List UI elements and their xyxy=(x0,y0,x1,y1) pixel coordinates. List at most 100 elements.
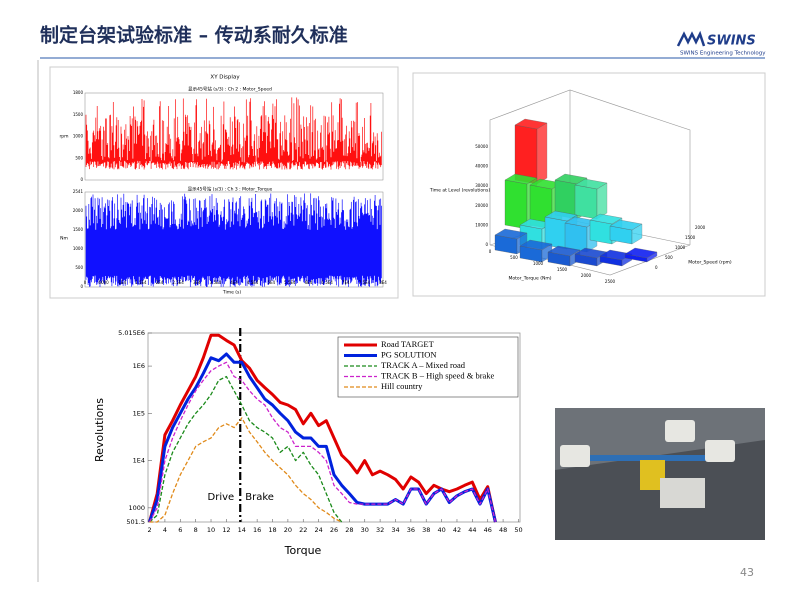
x-tick-label: 8 xyxy=(194,526,198,534)
x-axis-label: Torque xyxy=(284,544,322,557)
y-tick-label: 1500 xyxy=(73,112,84,117)
photo-part xyxy=(660,478,705,508)
slide-title: 制定台架试验标准 – 传动系耐久标准 xyxy=(40,24,348,47)
x-tick-label: 6 xyxy=(178,526,182,534)
y-tick-label: 500 xyxy=(665,255,673,260)
x-tick-label: 500 xyxy=(510,255,518,260)
y-tick-label: 1E4 xyxy=(133,457,145,465)
x-tick-label: 4 xyxy=(163,526,167,534)
y-tick-label: 1E6 xyxy=(133,362,145,370)
photo-part xyxy=(665,420,695,442)
photo-part xyxy=(705,440,735,462)
x-tick-label: 10 xyxy=(207,526,215,534)
x-tick-label: 2500 xyxy=(605,279,616,284)
series-line xyxy=(148,333,497,523)
histogram-3d-screenshot: Time at Level (revolutions) Motor_Torque… xyxy=(412,72,766,297)
x-tick-label: 24 xyxy=(314,526,322,534)
series-line xyxy=(149,375,343,523)
x-tick-label: 2E4 xyxy=(156,280,164,285)
y-label: rpm xyxy=(59,134,68,140)
x-tick-label: 1500 xyxy=(557,267,568,272)
x-tick-label: 0 xyxy=(84,280,87,285)
bar-front xyxy=(589,219,613,245)
x-tick-label: 6E4 xyxy=(305,280,313,285)
legend-label: TRACK B – High speed & brake xyxy=(381,370,495,380)
test-rig-photo xyxy=(555,408,765,540)
x-tick-label: 4E4 xyxy=(230,280,238,285)
y-label: Nm xyxy=(60,236,68,242)
x-tick-label: 1.5E4 xyxy=(135,280,147,285)
x-label: Time (s) xyxy=(222,290,242,296)
x-tick-label: 7E4 xyxy=(342,280,350,285)
x-tick-label: 5E4 xyxy=(267,280,275,285)
z-tick-label: 10000 xyxy=(475,222,488,227)
y-tick-label: 5.015E6 xyxy=(118,329,145,337)
screenshot-title: XY Display xyxy=(210,75,240,81)
x-tick-label: 2.5E4 xyxy=(172,280,184,285)
signal-trace xyxy=(85,193,382,287)
x-tick-label: 1E4 xyxy=(118,280,126,285)
bar-side xyxy=(536,122,548,185)
legend-label: Hill country xyxy=(381,381,423,391)
x-tick-label: 8E4 xyxy=(379,280,387,285)
x-tick-label: 6.5E4 xyxy=(321,280,333,285)
x-tick-label: 34 xyxy=(391,526,399,534)
xy-screenshot: XY Display 显示45号站 (s/3) : Ch 2 : Motor_S… xyxy=(49,66,399,299)
bar-top xyxy=(554,173,588,185)
bar-top xyxy=(514,118,548,130)
x-tick-label: 50 xyxy=(514,526,522,534)
x-tick-label: 18 xyxy=(268,526,276,534)
x-tick-label: 3E4 xyxy=(193,280,201,285)
legend-label: Road TARGET xyxy=(381,339,435,349)
y-tick-label: 2541 xyxy=(73,189,84,194)
y-tick-label: 1500 xyxy=(73,227,84,232)
x-tick-label: 44 xyxy=(468,526,476,534)
y-tick-label: 1800 xyxy=(73,90,84,95)
x-tick-label: 36 xyxy=(407,526,415,534)
z-tick-label: 40000 xyxy=(475,164,488,169)
x-tick-label: 7.5E4 xyxy=(359,280,371,285)
z-tick-label: 20000 xyxy=(475,203,488,208)
z-tick-label: 30000 xyxy=(475,183,488,188)
logo-text: SWINS xyxy=(707,34,756,49)
x-tick-label: 5.5E4 xyxy=(284,280,296,285)
plot-subtitle: 显示45号站 (s/3) : Ch 2 : Motor_Speed xyxy=(188,86,272,93)
x-tick-label: 14 xyxy=(238,526,246,534)
divider-label: Brake xyxy=(245,492,274,503)
plot-subtitle: 显示45号站 (s/3) : Ch 3 : Motor_Torque xyxy=(188,186,273,193)
logo-mark xyxy=(676,30,706,47)
bar-top xyxy=(589,213,623,225)
y-tick-label: 1000 xyxy=(73,246,84,251)
logo-subtitle: SWINS Engineering Technology xyxy=(680,51,766,57)
legend-label: TRACK A – Mixed road xyxy=(381,360,466,370)
z-tick-label: 50000 xyxy=(475,144,488,149)
bar-side xyxy=(596,182,608,220)
x-tick-label: 48 xyxy=(499,526,507,534)
y-tick-label: 500 xyxy=(75,265,83,270)
y-tick-label: 1000 xyxy=(128,504,145,512)
revolutions-chart: Revolutions Torque 43 5.015E6 1E6 1E5 1E4 10… xyxy=(93,328,754,579)
series-line xyxy=(149,417,342,523)
x-tick-label: 3.5E4 xyxy=(210,280,222,285)
x-tick-label: 2 xyxy=(147,526,151,534)
y-tick-label: 0 xyxy=(80,284,83,289)
x-tick-label: 38 xyxy=(422,526,430,534)
x-tick-label: 2000 xyxy=(581,273,592,278)
y-tick-label: 0 xyxy=(80,177,83,182)
bar-top xyxy=(544,210,578,222)
x-tick-label: 30 xyxy=(361,526,369,534)
y-tick-label: 0 xyxy=(655,265,658,270)
x-tick-label: 0 xyxy=(489,249,492,254)
x-tick-label: 22 xyxy=(299,526,307,534)
y-tick-label: 2000 xyxy=(695,225,706,230)
bar-front xyxy=(564,222,588,253)
y-tick-label: 1000 xyxy=(675,245,686,250)
photo-part xyxy=(590,455,710,461)
x-tick-label: 32 xyxy=(376,526,384,534)
x-tick-label: 46 xyxy=(484,526,492,534)
bar-top xyxy=(504,173,538,185)
x-tick-label: 26 xyxy=(330,526,338,534)
x-tick-label: 12 xyxy=(222,526,230,534)
y-tick-label: 1E5 xyxy=(133,409,145,417)
